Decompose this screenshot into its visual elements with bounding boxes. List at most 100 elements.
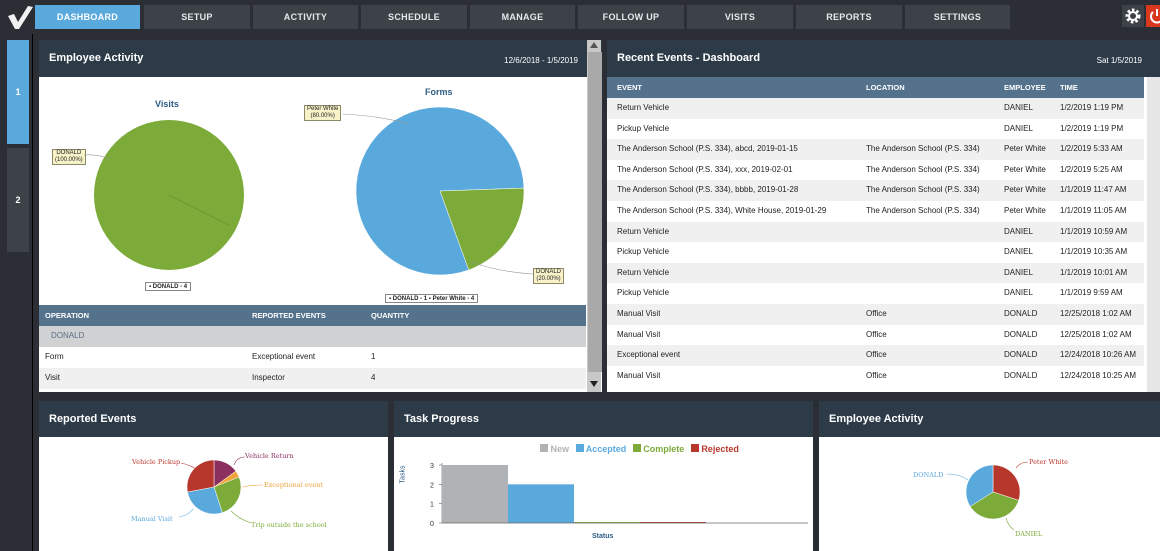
panel-title: Task Progress xyxy=(404,413,480,425)
recent-events-panel: Recent Events - Dashboard Sat 1/5/2019 E… xyxy=(607,40,1160,392)
panel-title: Employee Activity xyxy=(49,52,144,64)
slice-label-donald: DONALD xyxy=(913,471,944,479)
table-row[interactable]: Return Vehicle DANIEL 1/1/2019 10:01 AM xyxy=(607,262,1144,284)
column-header-time: TIME xyxy=(1060,83,1078,92)
employee-activity-slice-daniel[interactable] xyxy=(969,491,1019,520)
table-row[interactable]: Visit Inspector 4 xyxy=(39,368,586,389)
reported-events-panel: Reported Events Vehicle Pickup Vehicle R… xyxy=(39,401,388,551)
table-row[interactable]: The Anderson School (P.S. 334), White Ho… xyxy=(607,201,1144,222)
bar-complete[interactable] xyxy=(574,522,640,523)
reported-events-slice-vehicle-pickup[interactable] xyxy=(186,459,215,493)
rail-page-1-button[interactable]: 1 xyxy=(7,40,29,144)
cell-time: 1/2/2019 1:19 PM xyxy=(1060,103,1124,112)
power-logout-icon[interactable] xyxy=(1146,5,1160,27)
cell-time: 12/24/2018 10:26 AM xyxy=(1060,350,1137,360)
cell-time: 1/1/2019 10:35 AM xyxy=(1060,247,1128,257)
nav-tab-dashboard[interactable]: DASHBOARD xyxy=(35,5,140,29)
cell-reported-event: Inspector xyxy=(252,373,285,382)
task-legend: New Accepted Complete Rejected xyxy=(540,444,739,454)
employee-activity-panel: Employee Activity 12/6/2018 - 1/5/2019 V… xyxy=(39,40,602,392)
cell-operation: Visit xyxy=(45,373,60,382)
employee-activity-slice-donald[interactable] xyxy=(965,464,994,507)
forms-legend: ▪ DONALD - 1 ▪ Peter White - 4 xyxy=(385,294,479,303)
panel-header: Reported Events xyxy=(39,401,388,437)
task-progress-panel: Task Progress New Accepted Complete Reje… xyxy=(394,401,813,551)
cell-operation: Form xyxy=(45,352,64,361)
table-row[interactable]: Return Vehicle DANIEL 1/1/2019 10:59 AM xyxy=(607,221,1144,243)
table-group-row[interactable]: DONALD xyxy=(39,326,586,347)
cell-employee: DANIEL xyxy=(1004,267,1033,277)
panel-scrollbar[interactable] xyxy=(1147,77,1160,392)
nav-tab-reports[interactable]: REPORTS xyxy=(796,5,902,29)
table-row[interactable]: The Anderson School (P.S. 334), abcd, 20… xyxy=(607,139,1144,160)
y-tick-label: 0 xyxy=(430,521,434,528)
employee-activity-slice-peter-white[interactable] xyxy=(992,464,1021,501)
nav-tab-activity[interactable]: ACTIVITY xyxy=(253,5,358,29)
cell-time: 1/1/2019 9:59 AM xyxy=(1060,288,1123,298)
y-tick-label: 3 xyxy=(430,463,434,470)
table-row[interactable]: The Anderson School (P.S. 334), xxx, 201… xyxy=(607,159,1144,181)
table-row[interactable]: Pickup Vehicle DANIEL 1/1/2019 10:35 AM xyxy=(607,242,1144,263)
column-header-employee: EMPLOYEE xyxy=(1004,83,1046,92)
nav-tab-schedule[interactable]: SCHEDULE xyxy=(361,5,467,29)
cell-event: Return Vehicle xyxy=(617,267,670,277)
table-row[interactable]: Pickup Vehicle DANIEL 1/2/2019 1:19 PM xyxy=(607,118,1144,140)
visits-slice-label-donald: DONALD (100.00%) xyxy=(52,149,86,165)
slice-label-manual-visit: Manual Visit xyxy=(131,515,173,523)
cell-employee: DANIEL xyxy=(1004,247,1033,257)
visits-legend: ▪ DONALD - 4 xyxy=(145,282,192,291)
legend-swatch-rejected xyxy=(690,444,699,452)
y-tick-label: 2 xyxy=(430,482,434,489)
table-row[interactable]: Exceptional event Office DONALD 12/24/2018 … xyxy=(607,345,1144,366)
settings-gear-icon[interactable] xyxy=(1122,5,1144,27)
slice-label-vehicle-return: Vehicle Return xyxy=(245,452,294,460)
cell-employee: DANIEL xyxy=(1004,123,1033,133)
table-row[interactable]: The Anderson School (P.S. 334), bbbb, 20… xyxy=(607,180,1144,201)
column-header-location: LOCATION xyxy=(866,83,905,92)
nav-tab-visits[interactable]: VISITS xyxy=(687,5,793,29)
task-progress-bar-chart: 0 1 2 3 xyxy=(430,463,808,528)
table-row[interactable]: Manual Visit Office DONALD 12/25/2018 1:02 … xyxy=(607,304,1144,325)
bar-accepted[interactable] xyxy=(508,484,574,523)
bar-new[interactable] xyxy=(442,465,508,523)
cell-event: Exceptional event xyxy=(617,350,681,360)
table-row[interactable]: Manual Visit Office DONALD 12/25/2018 1:02 … xyxy=(607,324,1144,346)
cell-time: 1/2/2019 5:25 AM xyxy=(1060,164,1123,174)
cell-event: The Anderson School (P.S. 334), White Ho… xyxy=(617,206,827,215)
reported-events-slice-manual-visit[interactable] xyxy=(187,486,223,515)
reported-events-slice-trip-outside-the-school[interactable] xyxy=(213,476,242,513)
scroll-up-arrow-icon[interactable] xyxy=(590,42,598,48)
nav-tab-follow-up[interactable]: FOLLOW UP xyxy=(578,5,684,29)
cell-event: Pickup Vehicle xyxy=(617,123,670,133)
forms-slice-donald[interactable] xyxy=(439,187,525,271)
cell-time: 12/24/2018 10:25 AM xyxy=(1060,370,1137,380)
forms-chart-title: Forms xyxy=(425,87,453,97)
nav-tab-manage[interactable]: MANAGE xyxy=(470,5,575,29)
forms-slice-label-peter-white: Peter White (80.00%) xyxy=(304,105,342,121)
table-row[interactable]: Pickup Vehicle DANIEL 1/1/2019 9:59 AM xyxy=(607,283,1144,304)
cell-event: Return Vehicle xyxy=(617,103,670,112)
nav-tab-settings[interactable]: SETTINGS xyxy=(905,5,1010,29)
scroll-down-arrow-icon[interactable] xyxy=(590,381,598,387)
reported-events-pie-chart xyxy=(186,459,242,515)
cell-time: 12/25/2018 1:02 AM xyxy=(1060,329,1132,339)
table-row[interactable]: Manual Visit Office DONALD 12/24/2018 10:25… xyxy=(607,365,1144,387)
cell-time: 1/1/2019 10:59 AM xyxy=(1060,226,1128,236)
checkmark-logo-icon[interactable] xyxy=(6,4,34,30)
dashboard-page-rail: 1 2 xyxy=(0,34,33,551)
bar-rejected[interactable] xyxy=(640,522,706,523)
cell-time: 1/1/2019 11:47 AM xyxy=(1060,185,1127,195)
table-row[interactable]: Return Vehicle DANIEL 1/2/2019 1:19 PM xyxy=(607,98,1144,119)
cell-time: 12/25/2018 1:02 AM xyxy=(1060,309,1132,318)
slice-label-trip-outside-school: Trip outside the school xyxy=(251,521,327,529)
cell-location: The Anderson School (P.S. 334) xyxy=(866,144,980,154)
cell-employee: Peter White xyxy=(1004,206,1046,215)
label-leader-line xyxy=(342,113,410,125)
panel-header: Recent Events - Dashboard Sat 1/5/2019 xyxy=(607,40,1160,77)
rail-page-2-button[interactable]: 2 xyxy=(7,148,29,252)
panel-scrollbar[interactable] xyxy=(587,40,602,392)
nav-tab-setup[interactable]: SETUP xyxy=(144,5,250,29)
cell-location: Office xyxy=(866,309,887,318)
table-row[interactable]: Form Exceptional event 1 xyxy=(39,347,586,368)
scrollbar-thumb[interactable] xyxy=(588,52,602,372)
